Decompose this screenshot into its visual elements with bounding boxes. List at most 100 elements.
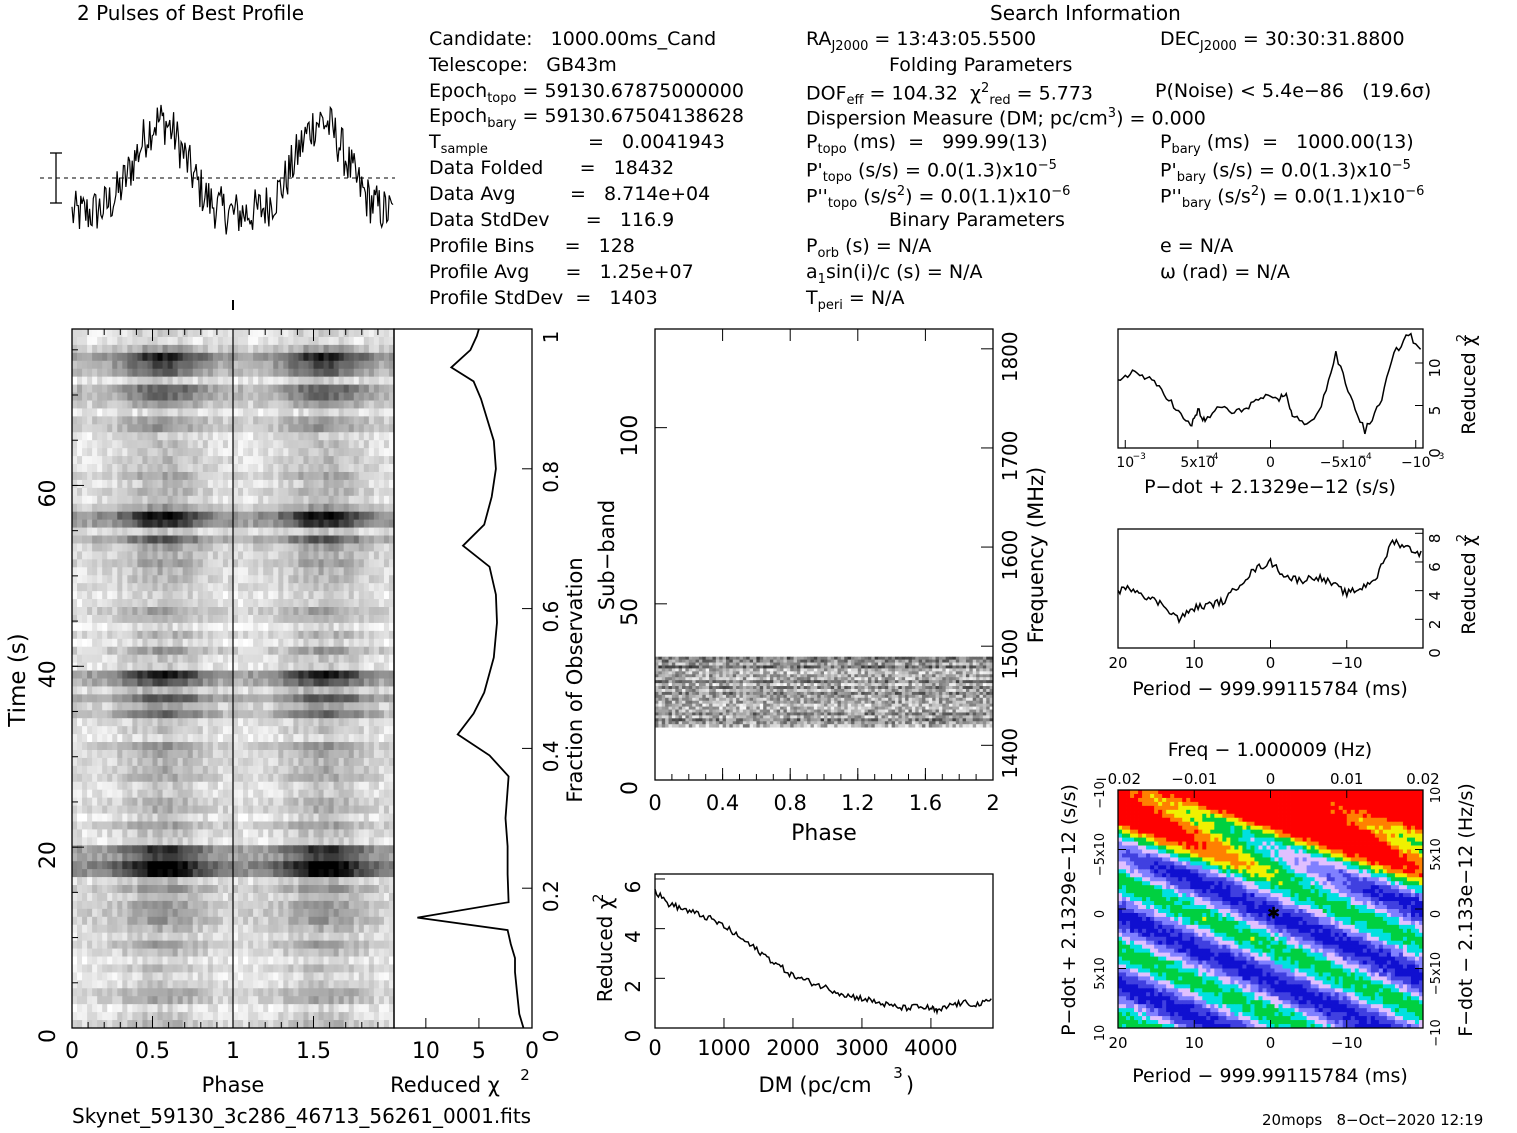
heatmap-cell	[268, 487, 274, 497]
heatmap-cell	[263, 734, 269, 743]
heatmap-cell	[293, 638, 299, 648]
heatmap-cell	[273, 686, 279, 695]
heatmap-cell	[162, 813, 169, 822]
heatmap-cell	[82, 757, 88, 767]
heatmap-cell	[72, 646, 78, 656]
heatmap-cell	[217, 869, 224, 878]
heatmap-cell	[248, 614, 254, 624]
heatmap-cell	[92, 845, 98, 854]
heatmap-cell	[263, 519, 269, 529]
heatmap-cell	[293, 535, 299, 544]
heatmap-cell	[197, 599, 204, 608]
heatmap-cell	[87, 654, 93, 664]
heatmap-cell	[253, 900, 259, 910]
heatmap-cell	[202, 567, 209, 576]
heatmap-cell	[187, 511, 194, 521]
heatmap-cell	[147, 543, 153, 552]
heatmap-cell	[308, 908, 314, 918]
heatmap-cell	[388, 654, 395, 664]
heatmap-cell	[343, 551, 350, 560]
heatmap-cell	[82, 503, 88, 513]
heatmap-cell	[293, 916, 299, 926]
heatmap-cell	[162, 853, 169, 862]
heatmap-cell	[333, 908, 340, 918]
heatmap-cell	[132, 821, 138, 830]
heatmap-cell	[197, 622, 204, 632]
heatmap-cell	[268, 900, 274, 910]
heatmap-cell	[167, 908, 174, 918]
heatmap-cell	[253, 773, 259, 783]
heatmap-cell	[353, 765, 360, 775]
heatmap-cell	[152, 448, 159, 457]
heatmap-cell	[303, 408, 309, 417]
heatmap-cell	[288, 575, 294, 584]
heatmap-cell	[192, 853, 199, 862]
heatmap-cell	[273, 479, 279, 489]
heatmap-cell	[323, 448, 330, 457]
heatmap-cell	[378, 456, 385, 465]
heatmap-cell	[363, 710, 370, 719]
heatmap-cell	[212, 519, 219, 529]
heatmap-cell	[233, 670, 239, 679]
heatmap-cell	[107, 495, 113, 505]
heatmap-cell	[323, 837, 330, 846]
heatmap-cell	[152, 392, 159, 401]
heatmap-cell	[358, 599, 365, 608]
heatmap-cell	[102, 710, 108, 719]
heatmap-cell	[233, 622, 239, 632]
heatmap-cell	[87, 567, 93, 576]
heatmap-cell	[373, 614, 380, 624]
heatmap-cell	[142, 495, 148, 505]
heatmap-cell	[162, 885, 169, 894]
heatmap-cell	[313, 527, 320, 537]
heatmap-cell	[132, 734, 138, 743]
heatmap-cell	[162, 940, 169, 950]
heatmap-cell	[373, 734, 380, 743]
heatmap-cell	[278, 336, 284, 346]
heatmap-cell	[212, 535, 219, 544]
heatmap-cell	[112, 686, 118, 695]
heatmap-cell	[112, 408, 118, 417]
heatmap-cell	[338, 551, 345, 560]
heatmap-cell	[278, 583, 284, 592]
heatmap-cell	[142, 416, 148, 425]
heatmap-cell	[77, 408, 83, 417]
heatmap-cell	[388, 845, 395, 854]
heatmap-cell	[363, 765, 370, 775]
heatmap-cell	[157, 908, 164, 918]
heatmap-cell	[137, 424, 143, 433]
heatmap-cell	[253, 821, 259, 830]
heatmap-cell	[373, 853, 380, 862]
heatmap-cell	[353, 638, 360, 648]
heatmap-cell	[328, 607, 335, 616]
heatmap-cell	[112, 821, 118, 830]
heatmap-cell	[368, 607, 375, 616]
heatmap-cell	[298, 662, 304, 672]
heatmap-cell	[258, 797, 264, 807]
heatmap-cell	[233, 344, 239, 354]
heatmap-cell	[318, 329, 325, 338]
heatmap-cell	[87, 932, 93, 942]
heatmap-cell	[132, 797, 138, 807]
heatmap-cell	[343, 408, 350, 417]
heatmap-cell	[212, 885, 219, 894]
heatmap-cell	[147, 702, 153, 711]
heatmap-cell	[373, 456, 380, 465]
heatmap-cell	[222, 781, 229, 791]
heatmap-cell	[363, 329, 370, 338]
heatmap-cell	[343, 543, 350, 552]
heatmap-cell	[142, 861, 148, 870]
heatmap-cell	[263, 599, 269, 608]
heatmap-cell	[72, 519, 78, 529]
heatmap-cell	[268, 448, 274, 457]
heatmap-cell	[207, 861, 214, 870]
heatmap-cell	[343, 384, 350, 394]
heatmap-cell	[107, 924, 113, 934]
heatmap-cell	[122, 479, 128, 489]
heatmap-cell	[92, 869, 98, 878]
heatmap-cell	[162, 662, 169, 672]
heatmap-cell	[172, 329, 179, 338]
heatmap-cell	[212, 567, 219, 576]
heatmap-cell	[207, 535, 214, 544]
heatmap-cell	[358, 559, 365, 568]
